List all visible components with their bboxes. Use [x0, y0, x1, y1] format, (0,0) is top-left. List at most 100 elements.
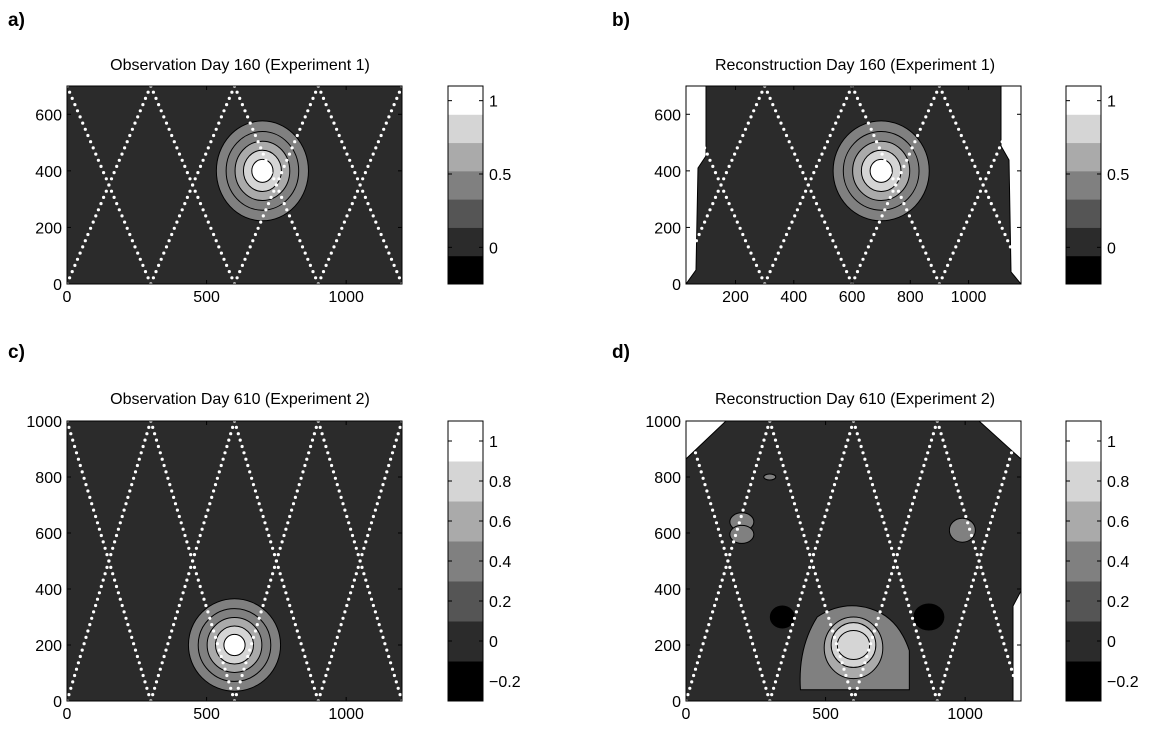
track-dot — [255, 495, 259, 499]
track-dot — [168, 635, 172, 640]
track-dot — [880, 214, 884, 218]
track-dot — [958, 623, 962, 627]
track-dot — [773, 438, 778, 442]
track-dot — [815, 540, 819, 544]
track-dot — [827, 502, 831, 506]
track-dot — [238, 680, 242, 684]
track-dot — [727, 164, 731, 168]
panel-label: d) — [612, 342, 630, 363]
track-dot — [377, 623, 381, 627]
track-dot — [940, 276, 944, 280]
track-dot — [997, 220, 1002, 224]
track-dot — [154, 680, 159, 684]
x-tick-label: 0 — [63, 706, 72, 723]
track-dot — [899, 578, 903, 582]
track-dot — [857, 680, 861, 684]
track-dot — [113, 540, 117, 544]
track-dot — [217, 121, 221, 125]
track-dot — [113, 578, 117, 582]
track-dot — [894, 183, 898, 187]
track-dot — [188, 189, 192, 193]
track-dot — [307, 451, 311, 455]
track-dot — [741, 133, 745, 138]
track-dot — [859, 673, 863, 678]
panel-title: Observation Day 160 (Experiment 1) — [110, 57, 370, 74]
colorbar-level — [448, 501, 483, 542]
track-dot — [806, 546, 810, 550]
track-dot — [875, 140, 879, 144]
track-dot — [89, 226, 93, 230]
track-dot — [809, 177, 813, 181]
track-dot — [697, 654, 701, 659]
track-dot — [117, 158, 121, 162]
track-dot — [324, 103, 328, 107]
track-dot — [916, 635, 920, 640]
track-dot — [825, 610, 829, 614]
track-dot — [68, 90, 72, 94]
track-dot — [757, 270, 761, 274]
track-dot — [322, 438, 326, 442]
track-dot — [1008, 661, 1012, 665]
colorbar-level — [448, 421, 483, 462]
track-dot — [724, 553, 728, 557]
track-dot — [954, 121, 958, 125]
track-dot — [183, 202, 187, 206]
track-dot — [97, 527, 101, 531]
track-dot — [196, 195, 200, 199]
track-dot — [939, 686, 943, 690]
track-dot — [747, 629, 751, 633]
x-tick-label: 1000 — [947, 706, 983, 723]
track-dot — [280, 195, 284, 199]
track-dot — [402, 426, 405, 429]
track-dot — [819, 527, 823, 531]
track-dot — [390, 667, 395, 671]
track-dot — [293, 140, 297, 144]
track-dot — [194, 572, 198, 576]
track-dot — [240, 103, 244, 107]
track-dot — [376, 140, 380, 144]
track-dot — [94, 152, 98, 156]
track-dot — [185, 578, 189, 582]
track-dot — [722, 546, 726, 550]
colorbar-tick-label: 0.5 — [1107, 167, 1129, 184]
track-dot — [311, 96, 315, 100]
track-dot — [164, 245, 169, 249]
track-dot — [866, 121, 871, 125]
track-dot — [1015, 432, 1019, 436]
track-dot — [299, 642, 303, 646]
track-dot — [969, 533, 974, 538]
y-tick-label: 400 — [654, 164, 681, 181]
track-dot — [246, 654, 250, 659]
track-dot — [118, 521, 122, 525]
track-dot — [303, 463, 307, 468]
track-dot — [838, 463, 842, 468]
track-dot — [783, 470, 787, 474]
track-dot — [989, 164, 993, 168]
track-dot — [978, 177, 983, 181]
track-dot — [342, 220, 346, 224]
track-dot — [183, 533, 187, 538]
track-dot — [339, 623, 343, 627]
track-dot — [885, 202, 890, 206]
track-dot — [907, 152, 912, 156]
track-dot — [905, 158, 909, 162]
colorbar-level — [1066, 255, 1101, 285]
track-dot — [932, 270, 936, 274]
track-dot — [848, 686, 852, 690]
track-dot — [112, 171, 116, 175]
track-dots — [67, 421, 405, 701]
track-dot — [817, 208, 821, 212]
track-dot — [175, 508, 179, 512]
track-dot — [235, 276, 239, 280]
colorbar-level — [448, 461, 483, 502]
colorbar-tick-label: 0 — [489, 240, 498, 257]
track-dot — [143, 270, 148, 274]
track-dot — [707, 495, 711, 499]
track-dot — [287, 214, 292, 218]
track-dot — [337, 489, 341, 493]
track-dot — [1017, 103, 1021, 107]
track-dot — [820, 152, 824, 156]
track-dot — [219, 654, 223, 659]
track-dot — [954, 635, 958, 640]
track-dot — [992, 208, 996, 212]
